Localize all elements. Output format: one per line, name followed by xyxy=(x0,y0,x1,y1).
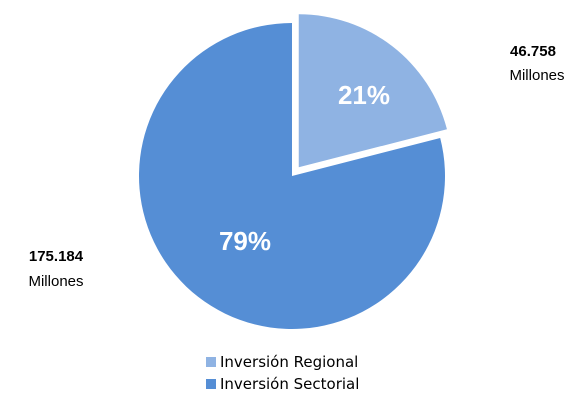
pie-slice-inversion-sectorial xyxy=(139,23,446,329)
unit-label-inversion-sectorial: Millones xyxy=(28,273,83,290)
pie-slices xyxy=(139,14,447,329)
legend-swatch-inversion-regional xyxy=(206,357,216,367)
legend-label-inversion-sectorial: Inversión Sectorial xyxy=(220,375,360,393)
legend-swatch-inversion-sectorial xyxy=(206,379,216,389)
slice-label-inversion-regional: 21% xyxy=(338,80,390,110)
legend: Inversión Regional Inversión Sectorial xyxy=(206,351,359,395)
pie-slice-inversion-regional xyxy=(298,14,447,168)
legend-item-inversion-sectorial: Inversión Sectorial xyxy=(206,373,359,395)
unit-label-inversion-regional: Millones xyxy=(509,67,564,84)
slice-label-inversion-sectorial: 79% xyxy=(219,226,271,256)
legend-label-inversion-regional: Inversión Regional xyxy=(220,353,359,371)
value-label-inversion-sectorial: 175.184 xyxy=(29,248,84,265)
legend-item-inversion-regional: Inversión Regional xyxy=(206,351,359,373)
value-label-inversion-regional: 46.758 xyxy=(510,43,556,60)
